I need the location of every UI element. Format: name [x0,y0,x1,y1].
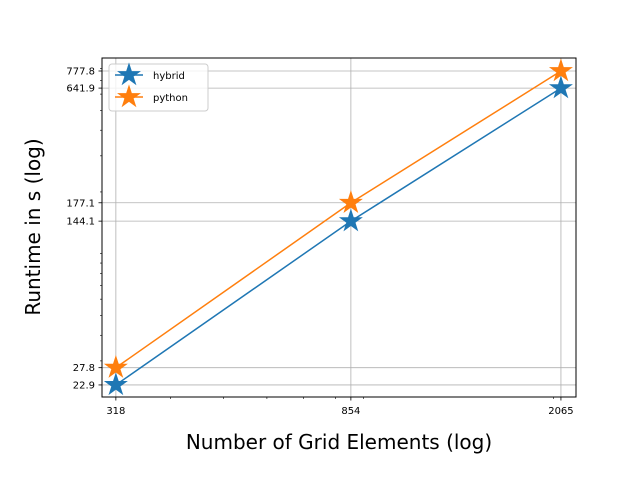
data-point-hybrid [103,372,128,396]
plot-frame [101,57,577,398]
x-tick-label: 854 [341,406,360,417]
y-tick-label: 641.9 [66,84,95,95]
y-tick-label: 144.1 [66,217,95,228]
legend-label-hybrid: hybrid [153,71,185,82]
legend-label-python: python [153,93,188,104]
legend-marker-hybrid [117,62,141,86]
tick-layer: 318 854 2065 22.9 27.8 144.1 177.1 641.9 777.8 [66,66,573,417]
x-tick-label: 2065 [548,406,573,417]
legend-marker-python [117,84,141,108]
x-axis-label: Number of Grid Elements (log) [186,430,492,454]
data-point-python [103,355,128,378]
data-point-hybrid [338,208,363,232]
legend: hybrid python [108,62,209,112]
y-axis-label: Runtime in s (log) [21,138,45,315]
series-line-hybrid [115,87,562,386]
data-point-hybrid [548,75,573,99]
y-tick-label: 777.8 [66,66,95,77]
series-layer [103,58,573,396]
series-line-python [115,70,562,369]
grid-lines [102,58,576,397]
y-tick-label: 27.8 [73,363,95,374]
data-point-python [338,190,363,213]
x-tick-label: 318 [106,406,125,417]
y-tick-label: 22.9 [73,380,95,391]
data-point-python [548,58,573,82]
y-tick-label: 177.1 [66,198,95,209]
